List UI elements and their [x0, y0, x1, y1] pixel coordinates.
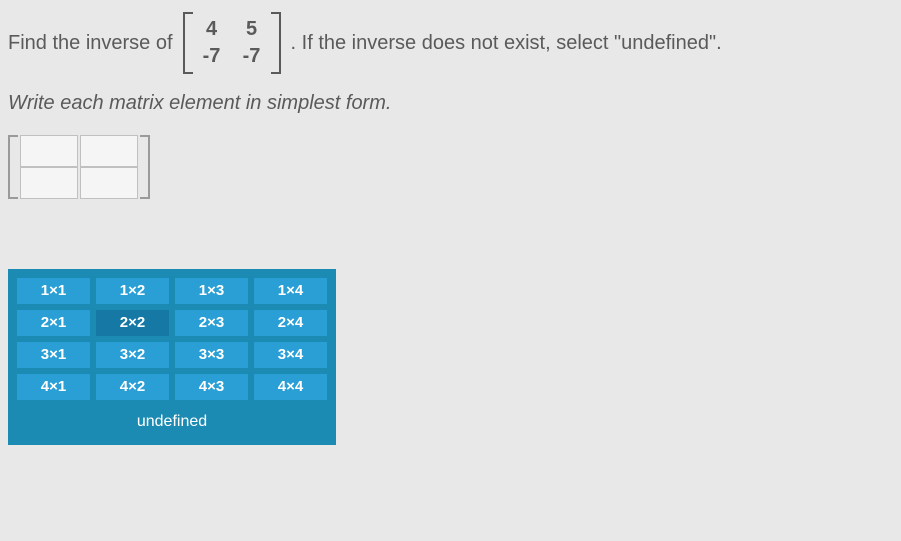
size-btn-3x3[interactable]: 3×3 [174, 341, 249, 369]
prompt-line: Find the inverse of 4 5 -7 -7 . If the i… [8, 12, 893, 74]
size-btn-4x2[interactable]: 4×2 [95, 373, 170, 401]
size-btn-2x4[interactable]: 2×4 [253, 309, 328, 337]
size-btn-2x1[interactable]: 2×1 [16, 309, 91, 337]
size-btn-2x2[interactable]: 2×2 [95, 309, 170, 337]
size-btn-1x4[interactable]: 1×4 [253, 277, 328, 305]
size-btn-4x3[interactable]: 4×3 [174, 373, 249, 401]
answer-bracket-right [140, 135, 150, 199]
size-btn-4x1[interactable]: 4×1 [16, 373, 91, 401]
prompt-suffix: . If the inverse does not exist, select … [291, 32, 722, 55]
answer-matrix [8, 135, 893, 199]
size-btn-2x3[interactable]: 2×3 [174, 309, 249, 337]
answer-input-a12[interactable] [80, 135, 138, 167]
matrix-a21: -7 [201, 45, 223, 68]
matrix-a11: 4 [201, 18, 223, 41]
size-selector-grid: 1×11×21×31×42×12×22×32×43×13×23×33×44×14… [8, 269, 336, 445]
matrix-a22: -7 [241, 45, 263, 68]
matrix-cells: 4 5 -7 -7 [193, 12, 271, 74]
size-btn-4x4[interactable]: 4×4 [253, 373, 328, 401]
answer-input-a22[interactable] [80, 167, 138, 199]
answer-col-2 [80, 135, 138, 199]
matrix-a12: 5 [241, 18, 263, 41]
answer-bracket-left [8, 135, 18, 199]
prompt-prefix: Find the inverse of [8, 32, 173, 55]
answer-input-a11[interactable] [20, 135, 78, 167]
answer-input-a21[interactable] [20, 167, 78, 199]
bracket-left [183, 12, 193, 74]
size-btn-1x2[interactable]: 1×2 [95, 277, 170, 305]
size-btn-3x2[interactable]: 3×2 [95, 341, 170, 369]
answer-col-1 [20, 135, 78, 199]
size-btn-3x4[interactable]: 3×4 [253, 341, 328, 369]
undefined-button[interactable]: undefined [16, 407, 328, 437]
size-btn-1x1[interactable]: 1×1 [16, 277, 91, 305]
size-btn-1x3[interactable]: 1×3 [174, 277, 249, 305]
size-btn-3x1[interactable]: 3×1 [16, 341, 91, 369]
instruction-text: Write each matrix element in simplest fo… [8, 92, 893, 115]
bracket-right [271, 12, 281, 74]
given-matrix: 4 5 -7 -7 [183, 12, 281, 74]
size-rows: 1×11×21×31×42×12×22×32×43×13×23×33×44×14… [16, 277, 328, 401]
